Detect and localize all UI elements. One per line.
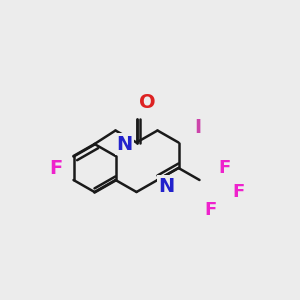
Text: N: N [158, 176, 175, 196]
Text: F: F [204, 201, 216, 219]
Text: F: F [49, 158, 62, 178]
Text: F: F [219, 159, 231, 177]
Text: I: I [194, 118, 202, 137]
Text: O: O [139, 92, 155, 112]
Text: N: N [116, 134, 133, 154]
Text: F: F [232, 183, 244, 201]
